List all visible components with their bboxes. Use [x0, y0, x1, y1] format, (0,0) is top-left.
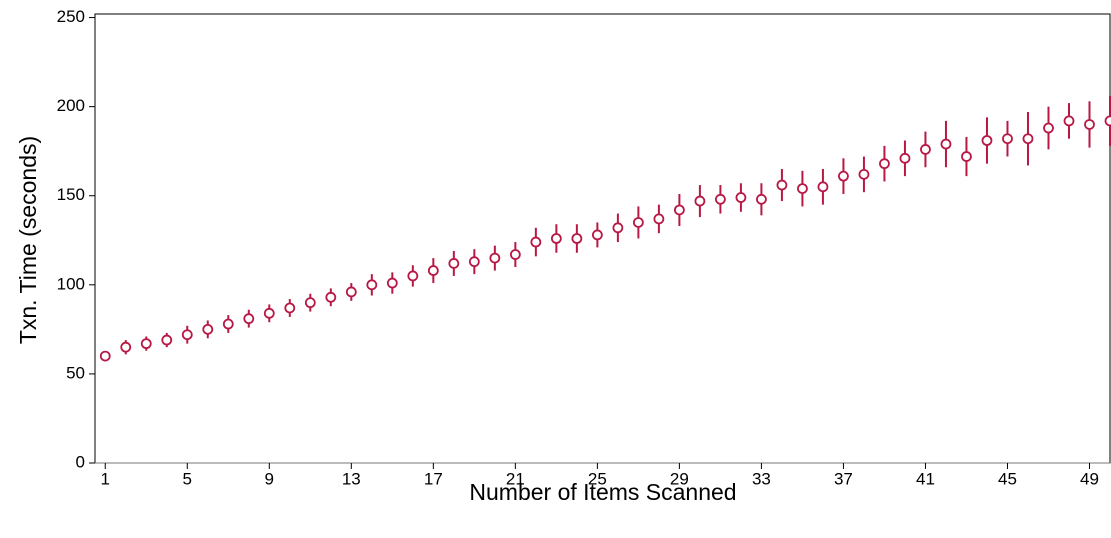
point [632, 217, 644, 228]
point [427, 265, 439, 276]
point [673, 204, 685, 216]
point [140, 338, 152, 350]
plot-frame [94, 13, 1111, 464]
point [284, 302, 296, 314]
point [838, 170, 849, 182]
point [653, 213, 665, 225]
point [509, 249, 521, 260]
point [120, 341, 132, 353]
x-tick-label: 5 [183, 469, 192, 488]
point [591, 229, 603, 241]
point [489, 252, 501, 264]
point [222, 318, 234, 330]
y-tick-label: 200 [57, 96, 85, 115]
point [1104, 115, 1111, 127]
point [940, 138, 952, 150]
point [181, 329, 193, 341]
point [1063, 115, 1075, 127]
point [161, 334, 173, 346]
point [756, 193, 767, 205]
x-tick-label: 29 [670, 469, 689, 488]
point [920, 144, 931, 155]
x-tick-label: 37 [834, 469, 853, 488]
point [694, 195, 706, 207]
point [366, 279, 378, 291]
point [550, 233, 562, 244]
point [263, 307, 275, 319]
x-tick-label: 45 [998, 469, 1017, 488]
point [899, 152, 911, 164]
point [407, 270, 419, 282]
y-tick-label: 50 [66, 363, 85, 382]
point [612, 222, 624, 234]
point [858, 168, 870, 180]
point [1043, 122, 1054, 134]
y-tick-label: 250 [57, 7, 85, 26]
point [1022, 133, 1034, 145]
x-tick-label: 33 [752, 469, 771, 488]
y-tick-label: 150 [57, 185, 85, 204]
point [879, 158, 890, 170]
point [571, 233, 583, 244]
point [468, 256, 480, 268]
point [530, 236, 542, 248]
point [776, 179, 788, 191]
point [386, 277, 398, 289]
y-tick-label: 100 [57, 274, 85, 293]
point [735, 192, 747, 203]
point [817, 181, 829, 193]
point [797, 183, 808, 195]
point [1084, 119, 1095, 130]
point [304, 297, 316, 309]
x-tick-label: 1 [101, 469, 110, 488]
point [345, 286, 357, 298]
point [715, 193, 726, 205]
point [325, 291, 337, 303]
x-tick-label: 21 [506, 469, 525, 488]
y-axis-title: Txn. Time (seconds) [15, 136, 41, 344]
x-tick-label: 25 [588, 469, 607, 488]
x-axis-title: Number of Items Scanned [469, 479, 736, 505]
x-tick-label: 49 [1080, 469, 1099, 488]
x-tick-label: 17 [424, 469, 443, 488]
x-tick-label: 41 [916, 469, 935, 488]
x-tick-label: 13 [342, 469, 361, 488]
y-tick-label: 0 [76, 452, 85, 471]
point [243, 313, 255, 325]
x-tick-label: 9 [265, 469, 274, 488]
point [1002, 133, 1013, 145]
point [448, 258, 460, 269]
point [202, 323, 214, 335]
point [961, 151, 972, 162]
point [99, 350, 111, 362]
point [981, 135, 993, 146]
